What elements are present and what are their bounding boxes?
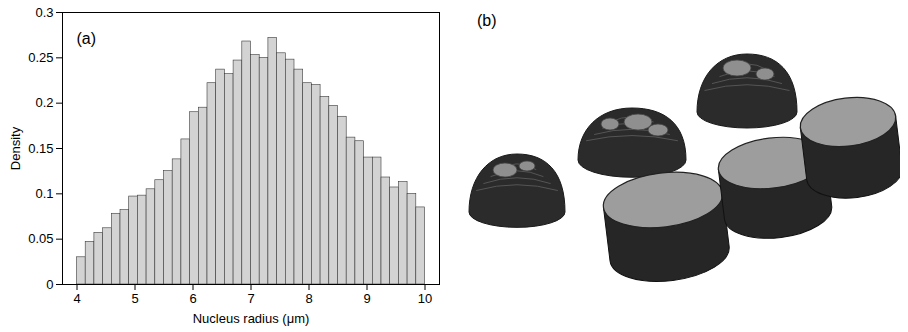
- svg-text:5: 5: [131, 291, 138, 306]
- svg-text:Density: Density: [8, 126, 23, 170]
- svg-text:0.1: 0.1: [35, 186, 53, 201]
- svg-text:10: 10: [418, 291, 432, 306]
- svg-text:(b): (b): [477, 12, 497, 29]
- svg-text:0.2: 0.2: [35, 95, 53, 110]
- svg-text:4: 4: [73, 291, 80, 306]
- svg-text:0.05: 0.05: [28, 231, 53, 246]
- svg-text:8: 8: [305, 291, 312, 306]
- svg-text:9: 9: [363, 291, 370, 306]
- svg-text:7: 7: [247, 291, 254, 306]
- svg-text:0.3: 0.3: [35, 5, 53, 20]
- svg-text:0.25: 0.25: [28, 50, 53, 65]
- svg-text:6: 6: [189, 291, 196, 306]
- svg-text:(a): (a): [77, 30, 97, 47]
- svg-text:0: 0: [46, 277, 53, 292]
- svg-text:Nucleus radius (μm): Nucleus radius (μm): [193, 311, 310, 326]
- svg-text:0.15: 0.15: [28, 141, 53, 156]
